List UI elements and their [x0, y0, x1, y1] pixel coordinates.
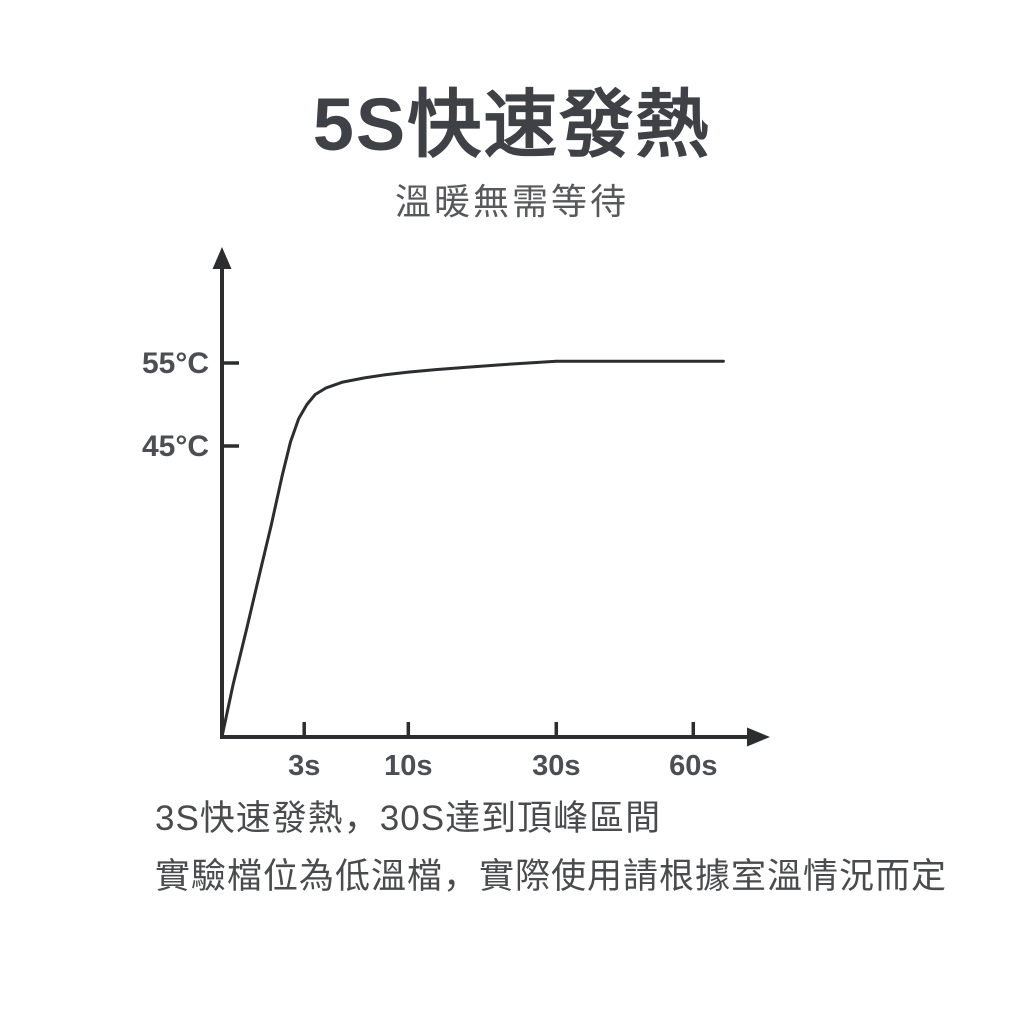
x-tick-label: 30s — [532, 750, 580, 782]
y-tick-label: 55°C — [142, 347, 209, 380]
x-axis-arrow-icon — [747, 727, 770, 747]
chart-footnotes: 3S快速發熱，30S達到頂峰區間 實驗檔位為低溫檔，實際使用請根據室溫情況而定 — [155, 800, 955, 916]
x-tick-label: 60s — [669, 750, 717, 782]
temperature-curve — [220, 359, 725, 738]
x-tick-label: 3s — [288, 750, 320, 782]
page-title: 5S快速發熱 — [312, 83, 712, 166]
y-tick-label: 45°C — [142, 430, 209, 463]
footnote-line-2: 實驗檔位為低溫檔，實際使用請根據室溫情況而定 — [155, 857, 948, 896]
page-subtitle: 溫暖無需等待 — [394, 181, 629, 222]
heating-curve-chart: 55°C 45°C 3s 10s 30s 60s — [142, 247, 770, 782]
footnote-line-1: 3S快速發熱，30S達到頂峰區間 — [155, 799, 662, 838]
x-tick-label: 10s — [384, 750, 432, 782]
y-axis-arrow-icon — [212, 247, 232, 269]
